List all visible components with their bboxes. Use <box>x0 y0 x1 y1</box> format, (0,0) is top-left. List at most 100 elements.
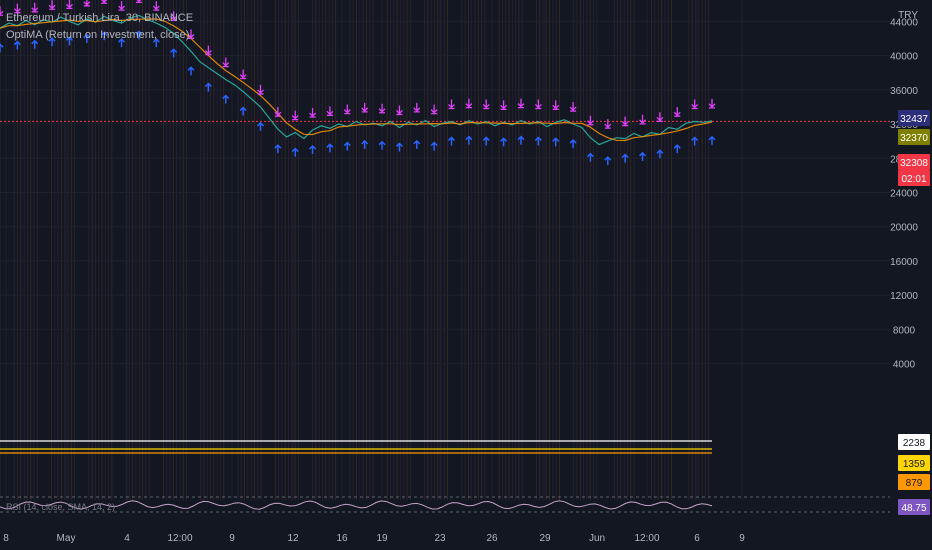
buy-signal-arrow <box>708 135 716 145</box>
buy-signal-arrow <box>222 94 230 104</box>
sell-signal-arrow <box>430 104 438 115</box>
sell-signal-arrow <box>639 114 646 125</box>
sell-signal-arrow <box>118 1 126 11</box>
buy-signal-arrow <box>378 140 386 150</box>
price-line <box>0 14 713 146</box>
sell-signal-arrow <box>500 100 508 110</box>
buy-signal-arrow <box>187 66 195 76</box>
time-tick-label: 29 <box>539 533 551 544</box>
price-tick-label: 20000 <box>890 223 918 234</box>
sell-signal-arrow <box>361 102 369 113</box>
sell-signal-arrow <box>309 108 317 118</box>
price-tick-label: 8000 <box>893 325 916 336</box>
price-tick-label: 24000 <box>890 188 918 199</box>
price-tag-label: 32370 <box>900 133 928 144</box>
price-tick-label: 44000 <box>890 17 918 28</box>
buy-signal-arrow <box>343 141 351 151</box>
price-tag-label: 32308 <box>900 158 928 169</box>
buy-signal-arrow <box>361 139 369 149</box>
buy-signal-arrow <box>517 135 525 145</box>
sell-signal-arrow <box>395 105 403 116</box>
price-tag-label: 48.75 <box>901 503 926 514</box>
indicator-title[interactable]: OptiMA (Return on Investment, close) <box>6 29 190 41</box>
sell-signal-arrow <box>204 45 212 56</box>
time-tick-label: 26 <box>486 533 498 544</box>
time-tick-label: 12 <box>287 533 299 544</box>
sell-signal-arrow <box>239 69 247 80</box>
sell-signal-arrow <box>291 110 299 121</box>
sell-signal-arrow <box>326 106 334 116</box>
buy-signal-arrow <box>291 147 299 157</box>
sell-signal-arrow <box>83 0 91 7</box>
price-tag-box <box>898 170 930 186</box>
sell-signal-arrow <box>534 99 542 110</box>
price-tag-label: 02:01 <box>901 174 926 185</box>
time-tick-label: 19 <box>376 533 388 544</box>
buy-signal-arrow <box>118 38 126 48</box>
sell-signal-arrow <box>257 84 264 95</box>
rsi-title[interactable]: RSI (14, close, SMA, 14, 2) <box>6 502 116 512</box>
sell-signal-arrow <box>0 6 4 16</box>
currency-label: TRY <box>898 10 918 21</box>
sell-signal-arrow <box>673 107 681 117</box>
buy-signal-arrow <box>447 136 456 146</box>
sell-signal-arrow <box>586 115 594 126</box>
sell-signal-arrow <box>170 11 178 22</box>
buy-signal-arrow <box>309 144 317 155</box>
sell-signal-arrow <box>152 1 160 11</box>
price-tag-box <box>898 474 930 490</box>
sell-signal-arrow <box>135 0 142 4</box>
buy-signal-arrow <box>639 151 647 161</box>
buy-signal-arrow <box>100 31 108 41</box>
buy-signal-arrow <box>170 48 178 58</box>
price-tag-box <box>898 129 930 145</box>
time-tick-label: May <box>57 533 76 544</box>
price-tag-box <box>898 434 930 450</box>
time-tick-label: Jun <box>589 533 605 544</box>
sell-signal-arrow <box>378 103 386 114</box>
time-tick-label: 4 <box>124 533 130 544</box>
buy-signal-arrow <box>413 139 421 149</box>
sell-signal-arrow <box>708 98 716 109</box>
price-tag-label: 32437 <box>900 114 928 125</box>
sell-signal-arrow <box>48 0 56 10</box>
price-tag-label: 1359 <box>903 459 926 470</box>
sell-signal-arrow <box>343 104 351 115</box>
buy-signal-arrow <box>604 156 612 166</box>
sell-signal-arrow <box>101 0 108 4</box>
buy-signal-arrow <box>65 36 73 46</box>
sell-signal-arrow <box>448 99 455 110</box>
sell-signal-arrow <box>66 0 73 10</box>
sell-signal-arrow <box>621 116 629 127</box>
buy-signal-arrow <box>691 136 699 146</box>
buy-signal-arrow <box>552 137 560 147</box>
rsi-line <box>0 500 713 510</box>
price-tick-label: 4000 <box>893 360 916 371</box>
price-tick-label: 36000 <box>890 86 918 97</box>
sell-signal-arrow <box>31 2 39 13</box>
buy-signal-arrow <box>534 136 542 146</box>
price-tag-box <box>898 455 930 471</box>
buy-signal-arrow <box>31 39 39 49</box>
time-tick-label: 9 <box>739 533 745 544</box>
buy-signal-arrow <box>152 38 160 48</box>
buy-signal-arrow <box>83 33 91 43</box>
time-tick-label: 23 <box>434 533 446 544</box>
price-tag-label: 879 <box>906 478 923 489</box>
price-tag-label: 2238 <box>903 438 926 449</box>
sell-signal-arrow <box>604 119 612 129</box>
time-tick-label: 12:00 <box>167 533 192 544</box>
sell-signal-arrow <box>517 98 525 109</box>
buy-signal-arrow <box>430 141 438 151</box>
buy-signal-arrow <box>0 43 4 53</box>
price-tag-box <box>898 499 930 515</box>
buy-signal-arrow <box>621 153 629 163</box>
buy-signal-arrow <box>135 30 143 40</box>
sell-signal-arrow <box>187 29 195 39</box>
buy-signal-arrow <box>656 149 664 159</box>
sell-signal-arrow <box>569 102 577 112</box>
symbol-title[interactable]: Ethereum / Turkish Lira, 30, BINANCE <box>6 12 194 24</box>
